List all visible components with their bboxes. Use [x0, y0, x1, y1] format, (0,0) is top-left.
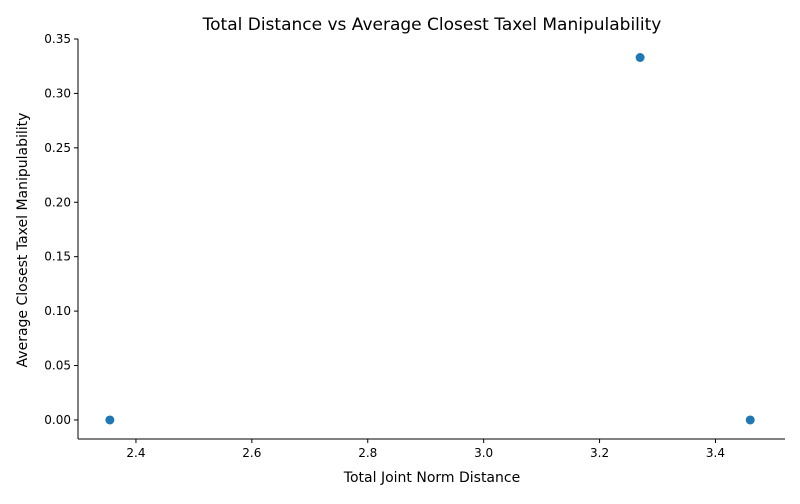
y-tick-label: 0.35	[44, 32, 71, 46]
y-tick-label: 0.25	[44, 141, 71, 155]
x-tick-label: 3.4	[706, 446, 725, 460]
y-axis-title: Average Closest Taxel Manipulability	[15, 113, 31, 368]
x-axis-ticks: 2.4 2.6 2.8 3.0 3.2 3.4	[126, 439, 725, 460]
data-point	[105, 415, 115, 425]
chart-title: Total Distance vs Average Closest Taxel …	[202, 15, 662, 35]
x-axis-title: Total Joint Norm Distance	[343, 470, 520, 486]
y-axis-ticks: 0.00 0.05 0.10 0.15 0.20 0.25 0.30 0.35	[44, 32, 78, 427]
data-points	[105, 53, 755, 425]
x-tick-label: 3.0	[474, 446, 493, 460]
y-tick-label: 0.05	[44, 359, 71, 373]
data-point	[745, 415, 755, 425]
x-tick-label: 2.4	[126, 446, 145, 460]
y-tick-label: 0.10	[44, 304, 71, 318]
x-tick-label: 2.6	[242, 446, 261, 460]
y-tick-label: 0.00	[44, 413, 71, 427]
x-tick-label: 3.2	[590, 446, 609, 460]
y-tick-label: 0.20	[44, 195, 71, 209]
x-tick-label: 2.8	[358, 446, 377, 460]
data-point	[635, 53, 645, 63]
y-tick-label: 0.30	[44, 86, 71, 100]
y-tick-label: 0.15	[44, 250, 71, 264]
